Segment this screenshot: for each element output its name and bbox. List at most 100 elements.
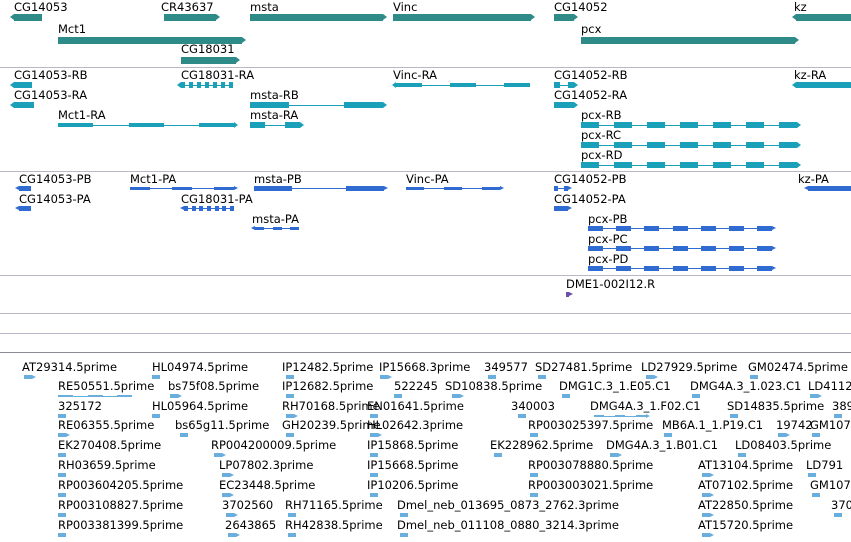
est-feature[interactable] xyxy=(222,473,234,477)
transcript-feature[interactable] xyxy=(581,142,801,148)
est-feature[interactable] xyxy=(400,513,408,517)
gene-feature[interactable] xyxy=(164,14,220,21)
est-feature[interactable] xyxy=(24,375,36,379)
est-feature[interactable] xyxy=(664,433,672,437)
protein-feature[interactable] xyxy=(588,226,776,231)
est-feature[interactable] xyxy=(538,375,546,379)
est-feature[interactable] xyxy=(380,375,392,379)
est-feature[interactable] xyxy=(702,533,714,537)
gene-feature[interactable] xyxy=(393,14,535,21)
est-feature[interactable] xyxy=(288,533,296,537)
transcript-feature[interactable] xyxy=(792,82,851,88)
gene-feature[interactable] xyxy=(554,14,578,21)
est-feature[interactable] xyxy=(180,433,188,437)
gene-feature[interactable] xyxy=(181,57,240,64)
protein-feature[interactable] xyxy=(130,186,238,191)
est-feature[interactable] xyxy=(58,433,70,437)
est-feature[interactable] xyxy=(370,493,378,497)
gene-feature[interactable] xyxy=(792,14,851,21)
est-feature[interactable] xyxy=(370,433,382,437)
est-feature[interactable] xyxy=(530,473,538,477)
protein-feature[interactable] xyxy=(254,186,388,191)
protein-feature[interactable] xyxy=(406,186,504,191)
est-feature[interactable] xyxy=(394,394,402,398)
est-feature[interactable] xyxy=(152,414,160,418)
transcript-feature[interactable] xyxy=(581,122,801,128)
est-feature[interactable] xyxy=(692,394,700,398)
est-feature[interactable] xyxy=(530,433,538,437)
est-feature[interactable] xyxy=(370,473,378,477)
est-feature[interactable] xyxy=(58,453,66,457)
est-feature[interactable] xyxy=(494,453,502,457)
est-feature[interactable] xyxy=(226,513,238,517)
transcript-feature[interactable] xyxy=(177,82,233,88)
est-feature[interactable] xyxy=(288,513,296,517)
transcript-feature[interactable] xyxy=(250,102,387,108)
est-feature[interactable] xyxy=(286,394,294,398)
est-feature[interactable] xyxy=(530,493,538,497)
est-feature[interactable] xyxy=(228,533,240,537)
est-feature[interactable] xyxy=(810,394,822,398)
est-feature[interactable] xyxy=(738,453,746,457)
est-feature[interactable] xyxy=(286,375,294,379)
est-feature[interactable] xyxy=(152,375,160,379)
gene-feature[interactable] xyxy=(58,37,246,44)
est-label: 325172 xyxy=(58,399,102,413)
gene-feature[interactable] xyxy=(10,14,42,21)
est-feature[interactable] xyxy=(400,533,408,537)
est-label: 19742 xyxy=(776,418,813,432)
protein-feature[interactable] xyxy=(588,246,776,251)
est-feature[interactable] xyxy=(518,414,526,418)
transcript-feature[interactable] xyxy=(10,82,32,88)
est-feature[interactable] xyxy=(778,433,790,437)
est-feature[interactable] xyxy=(286,414,298,418)
protein-feature[interactable] xyxy=(554,186,572,191)
est-feature[interactable] xyxy=(702,493,714,497)
est-feature[interactable] xyxy=(702,473,714,477)
protein-feature[interactable] xyxy=(251,226,299,231)
est-feature[interactable] xyxy=(702,513,714,517)
protein-feature[interactable] xyxy=(588,266,776,271)
gene-feature[interactable] xyxy=(581,37,799,44)
gene-feature[interactable] xyxy=(250,14,387,21)
est-feature[interactable] xyxy=(214,453,226,457)
est-feature[interactable] xyxy=(286,433,294,437)
protein-feature[interactable] xyxy=(554,206,572,211)
est-feature[interactable] xyxy=(488,375,496,379)
est-feature[interactable] xyxy=(58,493,66,497)
est-feature[interactable] xyxy=(452,394,464,398)
est-feature[interactable] xyxy=(170,394,182,398)
est-feature[interactable] xyxy=(730,414,738,418)
est-feature[interactable] xyxy=(750,375,758,379)
transcript-feature[interactable] xyxy=(554,102,578,108)
est-feature[interactable] xyxy=(370,414,378,418)
est-feature[interactable] xyxy=(610,453,622,457)
transcript-feature[interactable] xyxy=(554,82,578,88)
est-feature[interactable] xyxy=(808,473,816,477)
est-feature[interactable] xyxy=(812,493,820,497)
est-feature[interactable] xyxy=(812,433,820,437)
est-feature[interactable] xyxy=(370,453,378,457)
est-feature[interactable] xyxy=(834,513,842,517)
est-label: GM107 xyxy=(810,418,851,432)
est-feature[interactable] xyxy=(222,493,234,497)
transcript-feature[interactable] xyxy=(581,162,801,168)
protein-feature[interactable] xyxy=(180,206,234,211)
est-feature[interactable] xyxy=(594,414,650,418)
est-feature[interactable] xyxy=(58,414,66,418)
est-feature[interactable] xyxy=(834,414,842,418)
est-feature[interactable] xyxy=(58,513,66,517)
est-feature[interactable] xyxy=(58,533,66,537)
est-feature[interactable] xyxy=(58,394,132,398)
est-feature[interactable] xyxy=(646,375,658,379)
transcript-feature[interactable] xyxy=(392,82,530,88)
transcript-feature[interactable] xyxy=(10,102,34,108)
est-feature[interactable] xyxy=(58,473,66,477)
protein-feature[interactable] xyxy=(15,186,31,191)
transcript-feature[interactable] xyxy=(250,122,304,128)
clone-feature[interactable] xyxy=(566,292,573,297)
protein-feature[interactable] xyxy=(15,206,31,211)
transcript-feature[interactable] xyxy=(58,122,238,128)
est-feature[interactable] xyxy=(562,394,570,398)
protein-feature[interactable] xyxy=(804,186,851,191)
